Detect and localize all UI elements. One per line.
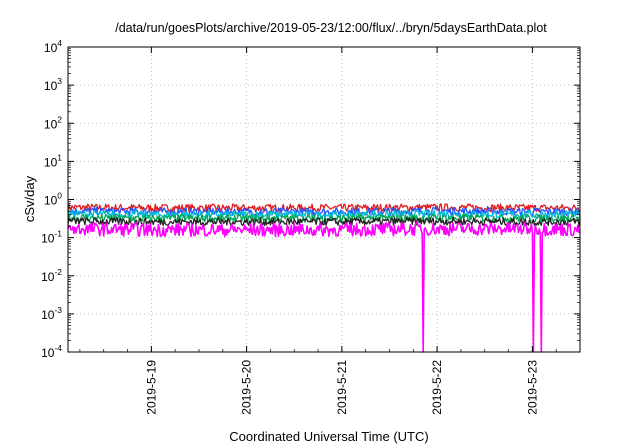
y-tick-base: 10 xyxy=(44,41,58,55)
y-tick-label: 103 xyxy=(44,76,62,93)
y-tick-exponent: -4 xyxy=(54,343,62,353)
y-tick-base: 10 xyxy=(41,346,55,360)
y-tick-exponent: -2 xyxy=(54,267,62,277)
grid xyxy=(68,47,580,352)
y-axis-title: cSv/day xyxy=(22,175,37,222)
y-tick-base: 10 xyxy=(44,155,58,169)
x-axis-title: Coordinated Universal Time (UTC) xyxy=(229,429,428,444)
y-tick-exponent: 1 xyxy=(57,152,62,162)
series-line xyxy=(67,221,581,353)
series-line xyxy=(67,216,581,227)
y-tick-base: 10 xyxy=(41,270,55,284)
series-line xyxy=(67,209,581,220)
y-tick-label: 104 xyxy=(44,38,62,55)
y-tick-label: 10-2 xyxy=(41,267,62,284)
x-tick-label: 2019-5-22 xyxy=(430,360,444,415)
y-tick-exponent: 4 xyxy=(57,38,62,48)
y-tick-label: 101 xyxy=(44,152,62,169)
y-tick-exponent: -1 xyxy=(54,229,62,239)
y-tick-exponent: 3 xyxy=(57,76,62,86)
x-tick-label: 2019-5-20 xyxy=(240,360,254,415)
x-axis: 2019-5-19 2019-5-20 2019-5-21 2019-5-22 2019… xyxy=(79,47,581,415)
y-tick-label: 10-1 xyxy=(41,229,62,246)
y-tick-base: 10 xyxy=(44,79,58,93)
y-tick-exponent: 2 xyxy=(57,114,62,124)
y-tick-base: 10 xyxy=(41,308,55,322)
x-tick-label: 2019-5-19 xyxy=(144,360,158,415)
y-tick-base: 10 xyxy=(44,194,58,208)
series-group xyxy=(67,203,581,353)
series-line xyxy=(67,206,581,217)
y-tick-exponent: -3 xyxy=(54,305,62,315)
chart-title: /data/run/goesPlots/archive/2019-05-23/1… xyxy=(115,21,547,35)
y-tick-label: 102 xyxy=(44,114,62,131)
y-tick-base: 10 xyxy=(44,117,58,131)
y-tick-label: 10-3 xyxy=(41,305,62,322)
x-tick-label: 2019-5-23 xyxy=(525,360,539,415)
y-tick-label: 10-4 xyxy=(41,343,62,360)
x-tick-label: 2019-5-21 xyxy=(335,360,349,415)
y-tick-exponent: 0 xyxy=(57,191,62,201)
series-line xyxy=(67,203,581,213)
y-tick-base: 10 xyxy=(41,232,55,246)
y-tick-label: 100 xyxy=(44,191,62,208)
